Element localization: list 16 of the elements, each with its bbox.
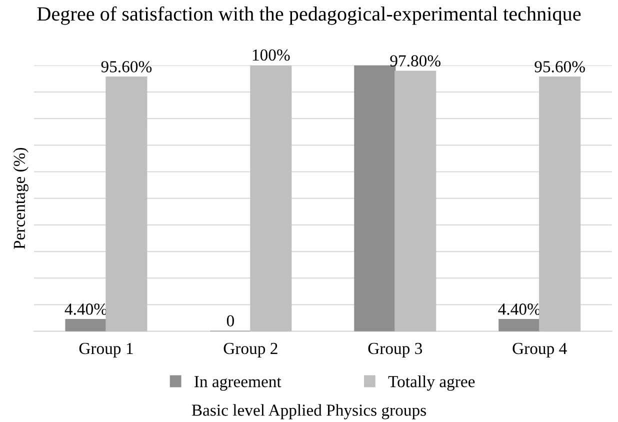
data-label: 100% [252, 49, 290, 61]
data-label: 4.40% [498, 304, 540, 315]
x-tick-label: Group 4 [512, 342, 567, 358]
x-tick-label: Group 2 [224, 342, 278, 358]
y-axis-title: Percentage (%) [13, 148, 28, 249]
data-label: 0 [226, 315, 234, 326]
data-label: 95.60% [534, 61, 585, 72]
x-axis-title: Basic level Applied Physics groups [192, 404, 426, 420]
legend-label: Totally agree [388, 376, 475, 391]
data-label: 97.80% [390, 55, 440, 67]
chart-title: Degree of satisfaction with the pedagogical-experimental technique [37, 6, 581, 25]
x-tick-label: Group 3 [368, 342, 422, 358]
legend-label: In agreement [194, 376, 282, 391]
data-label: 95.60% [101, 61, 152, 72]
x-tick-label: Group 1 [79, 342, 133, 358]
data-label: 4.40% [64, 304, 107, 315]
